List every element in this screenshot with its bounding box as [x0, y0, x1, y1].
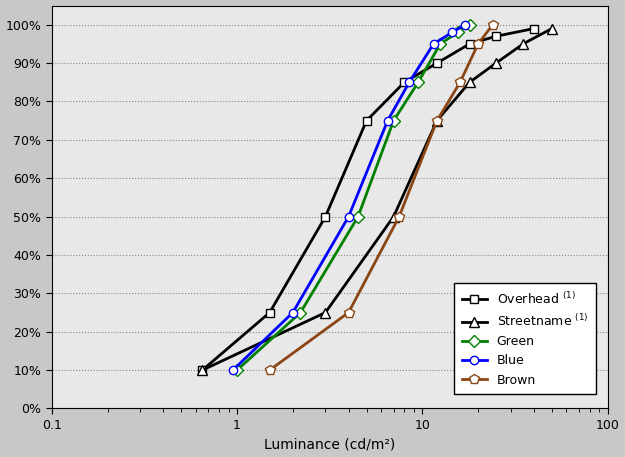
Blue: [406, 80, 413, 85]
Streetname $^{(1)}$: [519, 41, 527, 47]
Green: [233, 367, 241, 373]
Streetname $^{(1)}$: [492, 60, 500, 66]
Streetname $^{(1)}$: [466, 80, 473, 85]
Blue: [345, 214, 352, 219]
Line: Blue: Blue: [229, 21, 469, 374]
Overhead $^{(1)}$: [530, 26, 538, 32]
Streetname $^{(1)}$: [199, 367, 206, 373]
Brown: [396, 214, 403, 219]
Green: [466, 22, 473, 27]
Streetname $^{(1)}$: [548, 26, 556, 32]
Blue: [289, 310, 297, 315]
Green: [454, 30, 461, 35]
Green: [436, 41, 444, 47]
Blue: [384, 118, 391, 123]
Streetname $^{(1)}$: [433, 118, 441, 123]
Line: Overhead $^{(1)}$: Overhead $^{(1)}$: [198, 24, 538, 374]
Blue: [430, 41, 437, 47]
Brown: [489, 22, 496, 27]
Line: Green: Green: [233, 21, 474, 374]
Legend: Overhead $^{(1)}$, Streetname $^{(1)}$, Green, Blue, Brown: Overhead $^{(1)}$, Streetname $^{(1)}$, …: [454, 283, 596, 394]
Blue: [229, 367, 237, 373]
Overhead $^{(1)}$: [266, 310, 273, 315]
Blue: [448, 30, 456, 35]
Overhead $^{(1)}$: [199, 367, 206, 373]
Blue: [461, 22, 469, 27]
Green: [390, 118, 398, 123]
Brown: [266, 367, 273, 373]
Green: [414, 80, 422, 85]
Overhead $^{(1)}$: [401, 80, 408, 85]
Brown: [474, 41, 482, 47]
Brown: [433, 118, 441, 123]
Streetname $^{(1)}$: [322, 310, 329, 315]
Streetname $^{(1)}$: [390, 214, 398, 219]
Line: Brown: Brown: [265, 20, 498, 375]
Overhead $^{(1)}$: [322, 214, 329, 219]
Overhead $^{(1)}$: [492, 33, 500, 39]
X-axis label: Luminance (cd/m²): Luminance (cd/m²): [264, 437, 395, 452]
Green: [297, 310, 304, 315]
Line: Streetname $^{(1)}$: Streetname $^{(1)}$: [198, 24, 557, 375]
Green: [354, 214, 362, 219]
Brown: [345, 310, 352, 315]
Overhead $^{(1)}$: [433, 60, 441, 66]
Brown: [456, 80, 464, 85]
Overhead $^{(1)}$: [466, 41, 473, 47]
Overhead $^{(1)}$: [362, 118, 370, 123]
